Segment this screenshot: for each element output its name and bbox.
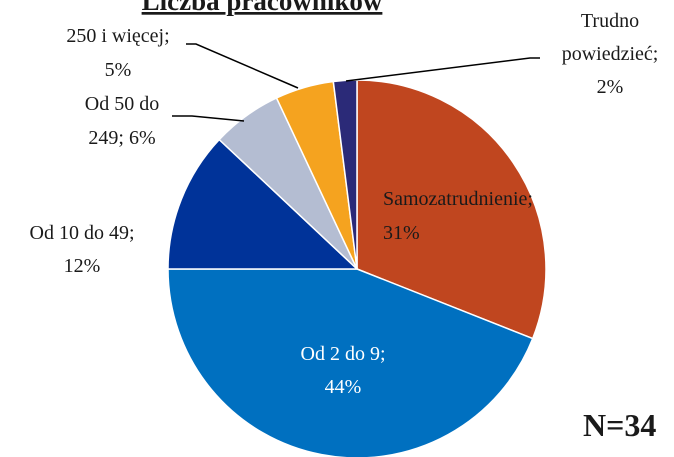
data-label: Od 10 do 49;	[30, 222, 135, 244]
data-label: Od 50 do	[85, 93, 159, 115]
data-label: 12%	[64, 255, 101, 277]
data-label: 250 i więcej;	[66, 25, 169, 47]
pie-slice	[356, 79, 547, 340]
data-label: 44%	[325, 376, 362, 398]
leader-line	[172, 115, 245, 122]
leader-line	[186, 43, 299, 89]
data-label: 31%	[383, 222, 420, 244]
pie-slice	[167, 138, 359, 270]
data-label: powiedzieć;	[562, 43, 659, 65]
data-label: 249; 6%	[88, 127, 155, 149]
annotation: N=34	[583, 407, 656, 443]
data-label: Od 2 do 9;	[301, 343, 386, 365]
data-label: 5%	[105, 59, 132, 81]
leader-line	[345, 57, 540, 82]
data-label: 2%	[597, 76, 624, 98]
data-label: Samozatrudnienie;	[383, 188, 533, 210]
chart-title: Liczba pracowników	[142, 0, 383, 16]
pie-slice	[167, 268, 534, 457]
data-label: Trudno	[581, 10, 639, 32]
